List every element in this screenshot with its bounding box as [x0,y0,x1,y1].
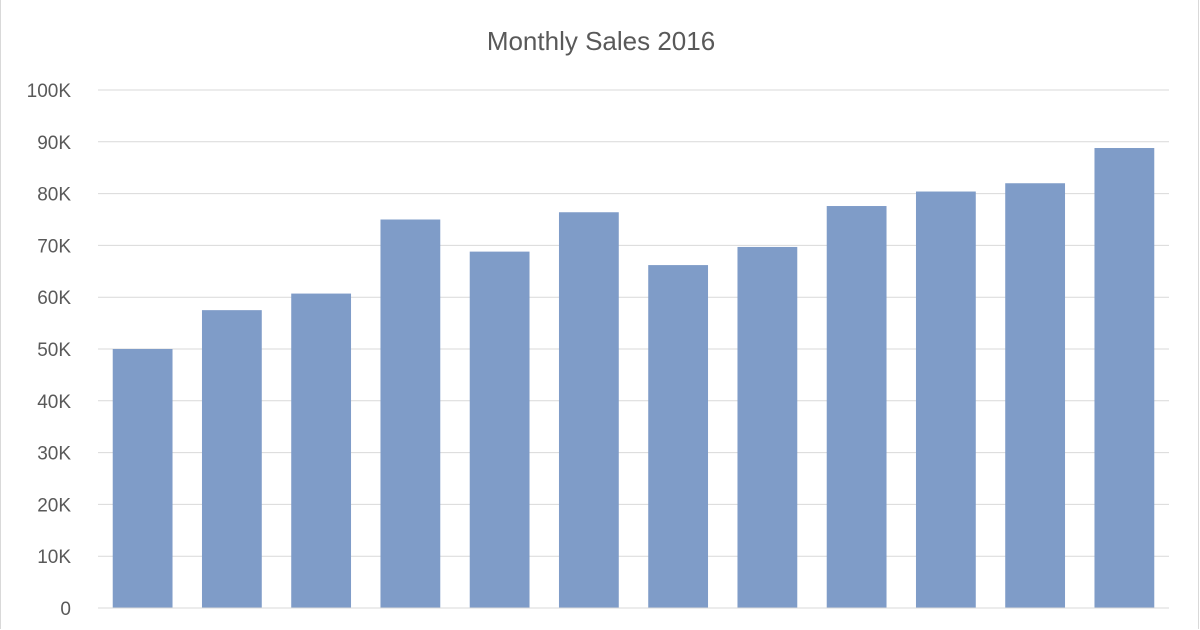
y-tick-label: 0 [60,599,71,620]
y-tick-label: 20K [37,495,71,516]
y-tick-label: 30K [37,444,71,465]
y-axis-tick-labels: 0 10K 20K 30K 40K 50K 60K 70K 80K 90K 100K [27,81,72,620]
bars [112,148,1155,609]
y-tick-label: 10K [37,547,71,568]
bar [291,293,352,608]
bar [380,219,441,608]
y-tick-label: 100K [27,81,72,102]
y-tick-label: 60K [37,288,71,309]
bar [737,246,798,609]
bar [112,349,173,608]
chart-title: Monthly Sales 2016 [487,26,715,56]
bar [1094,148,1155,609]
y-tick-label: 40K [37,392,71,413]
y-tick-label: 80K [37,185,71,206]
bar [648,265,709,608]
bar [201,310,262,608]
bar [915,191,976,608]
bar [826,206,887,609]
gridlines [98,89,1169,557]
bar [1005,183,1066,609]
y-tick-label: 70K [37,236,71,257]
y-tick-label: 50K [37,340,71,361]
bar [558,212,619,609]
y-tick-label: 90K [37,133,71,154]
bar [469,251,530,608]
